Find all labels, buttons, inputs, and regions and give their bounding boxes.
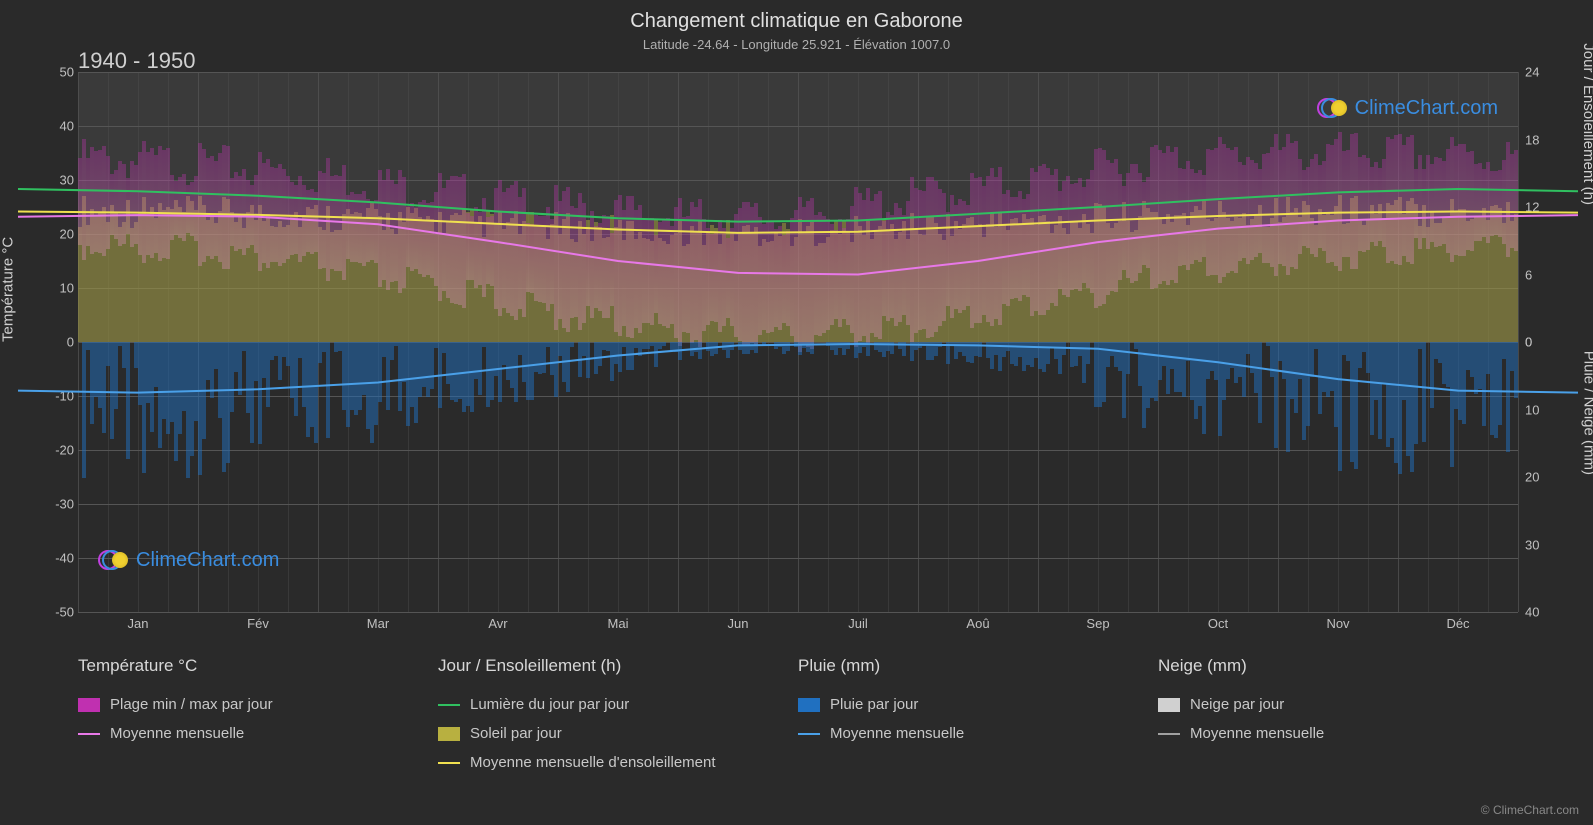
plot-area: ClimeChart.com ClimeChart.com [78, 72, 1518, 612]
x-tick-month: Jun [728, 616, 749, 631]
y-tick-left: 50 [30, 65, 74, 80]
chart-title: Changement climatique en Gaborone [0, 0, 1593, 33]
y-tick-right-top: 6 [1525, 267, 1555, 282]
chart-subtitle: Latitude -24.64 - Longitude 25.921 - Élé… [0, 33, 1593, 52]
legend-item: Pluie par jour [798, 696, 1158, 713]
period-label: 1940 - 1950 [78, 48, 195, 74]
x-axis: Jan Fév Mar Avr Mai Jun Juil Aoû Sep Oct Nov Déc [78, 616, 1518, 640]
legend-label: Moyenne mensuelle [1190, 725, 1324, 742]
legend-header: Température °C [78, 656, 438, 676]
legend: Température °C Plage min / max par jour Mo… [78, 656, 1518, 771]
y-tick-left: 20 [30, 227, 74, 242]
x-tick-month: Déc [1446, 616, 1469, 631]
x-tick-month: Nov [1326, 616, 1349, 631]
watermark-top: ClimeChart.com [1317, 96, 1498, 120]
y-tick-right-bottom: 20 [1525, 470, 1555, 485]
legend-label: Plage min / max par jour [110, 696, 273, 713]
x-tick-month: Mar [367, 616, 389, 631]
y-tick-right-bottom: 10 [1525, 402, 1555, 417]
y-tick-right-bottom: 30 [1525, 537, 1555, 552]
x-tick-month: Jan [128, 616, 149, 631]
legend-label: Moyenne mensuelle d'ensoleillement [470, 754, 716, 771]
x-tick-month: Oct [1208, 616, 1228, 631]
y-tick-left: 10 [30, 281, 74, 296]
y-axis-right-bottom: 010203040 [1525, 342, 1555, 612]
y-tick-left: 0 [30, 335, 74, 350]
legend-label: Pluie par jour [830, 696, 918, 713]
x-tick-month: Avr [488, 616, 507, 631]
legend-column: Pluie (mm) Pluie par jour Moyenne mensuell… [798, 656, 1158, 771]
y-axis-right-bottom-label: Pluie / Neige (mm) [1581, 351, 1593, 475]
x-tick-month: Fév [247, 616, 269, 631]
legend-label: Moyenne mensuelle [830, 725, 964, 742]
y-axis-right-top-label: Jour / Ensoleillement (h) [1581, 43, 1593, 205]
y-tick-left: 30 [30, 173, 74, 188]
legend-swatch [1158, 733, 1180, 735]
legend-item: Moyenne mensuelle [1158, 725, 1518, 742]
data-lines [78, 72, 1518, 612]
legend-item: Neige par jour [1158, 696, 1518, 713]
legend-item: Soleil par jour [438, 725, 798, 742]
y-tick-left: 40 [30, 119, 74, 134]
legend-swatch [438, 727, 460, 741]
legend-header: Pluie (mm) [798, 656, 1158, 676]
y-axis-left-label: Température °C [0, 237, 17, 342]
line-temp-mean [18, 215, 1578, 274]
watermark-text: ClimeChart.com [1355, 97, 1498, 120]
legend-column: Neige (mm) Neige par jour Moyenne mensuell… [1158, 656, 1518, 771]
legend-swatch [1158, 698, 1180, 712]
legend-item: Lumière du jour par jour [438, 696, 798, 713]
y-tick-right-bottom: 40 [1525, 605, 1555, 620]
legend-label: Soleil par jour [470, 725, 562, 742]
climechart-logo-icon [1317, 96, 1349, 120]
y-tick-left: -30 [30, 497, 74, 512]
legend-swatch [798, 733, 820, 735]
y-axis-left: 50403020100-10-20-30-40-50 [30, 72, 74, 612]
legend-header: Jour / Ensoleillement (h) [438, 656, 798, 676]
legend-item: Moyenne mensuelle [78, 725, 438, 742]
x-tick-month: Mai [608, 616, 629, 631]
legend-header: Neige (mm) [1158, 656, 1518, 676]
x-tick-month: Aoû [966, 616, 989, 631]
y-tick-left: -20 [30, 443, 74, 458]
x-tick-month: Juil [848, 616, 868, 631]
legend-column: Température °C Plage min / max par jour Mo… [78, 656, 438, 771]
y-tick-left: -40 [30, 551, 74, 566]
legend-swatch [78, 733, 100, 735]
x-tick-month: Sep [1086, 616, 1109, 631]
watermark-text: ClimeChart.com [136, 549, 279, 572]
line-rain-mean [18, 344, 1578, 393]
y-tick-left: -50 [30, 605, 74, 620]
legend-swatch [438, 762, 460, 764]
legend-item: Plage min / max par jour [78, 696, 438, 713]
watermark-bottom: ClimeChart.com [98, 548, 279, 572]
copyright: © ClimeChart.com [1481, 803, 1579, 817]
legend-item: Moyenne mensuelle [798, 725, 1158, 742]
y-tick-right-bottom: 0 [1525, 335, 1555, 350]
line-sunshine-mean [18, 212, 1578, 233]
y-tick-right-top: 18 [1525, 132, 1555, 147]
legend-column: Jour / Ensoleillement (h) Lumière du jour… [438, 656, 798, 771]
climate-chart: Changement climatique en Gaborone Latitu… [0, 0, 1593, 825]
legend-label: Lumière du jour par jour [470, 696, 629, 713]
legend-swatch [438, 704, 460, 706]
legend-swatch [798, 698, 820, 712]
legend-item: Moyenne mensuelle d'ensoleillement [438, 754, 798, 771]
y-axis-right-top: 24181260 [1525, 72, 1555, 342]
legend-swatch [78, 698, 100, 712]
y-tick-right-top: 24 [1525, 65, 1555, 80]
climechart-logo-icon [98, 548, 130, 572]
legend-label: Moyenne mensuelle [110, 725, 244, 742]
legend-label: Neige par jour [1190, 696, 1284, 713]
